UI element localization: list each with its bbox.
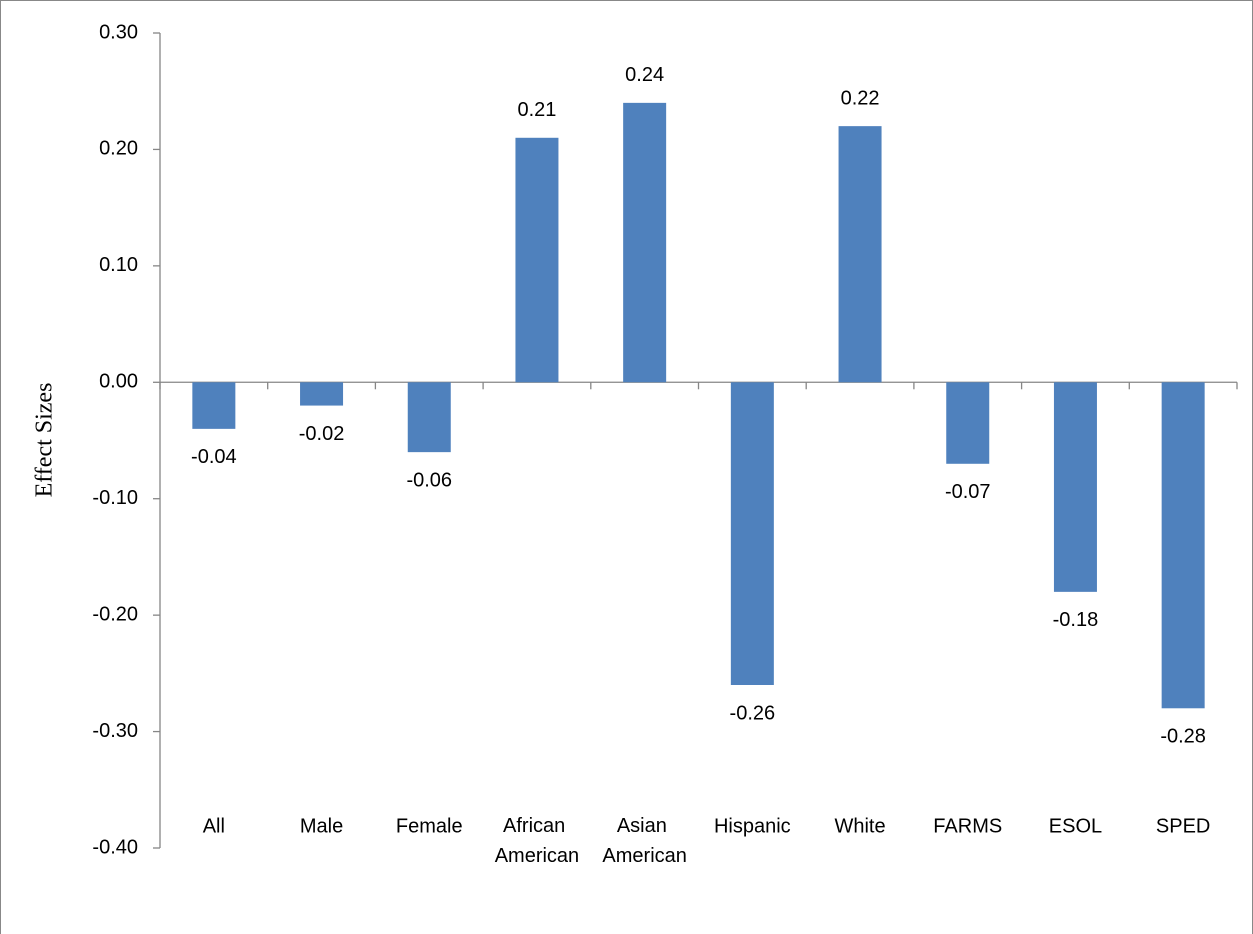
y-tick-label: 0.20 (99, 138, 138, 160)
y-tick-label: -0.30 (92, 720, 138, 742)
bar (1053, 382, 1097, 592)
bar (515, 137, 559, 383)
x-tick-label-line: African (503, 815, 571, 837)
data-label: -0.02 (299, 423, 345, 445)
data-label: 0.24 (625, 64, 664, 86)
x-tick-label: Asian American (602, 815, 686, 867)
y-tick-label: 0.00 (99, 371, 138, 393)
data-label: -0.04 (191, 446, 237, 468)
x-tick-label: Male (300, 815, 343, 837)
bar (946, 382, 990, 464)
bar (407, 382, 451, 453)
data-label: -0.18 (1053, 609, 1099, 631)
x-tick-label: ESOL (1049, 815, 1102, 837)
x-tick-label: African American (495, 815, 579, 867)
x-tick-label: All (203, 815, 225, 837)
data-label: -0.06 (406, 469, 452, 491)
data-label: -0.26 (730, 702, 776, 724)
x-tick-label: FARMS (933, 815, 1002, 837)
bar (838, 126, 882, 383)
data-label: -0.28 (1160, 726, 1206, 748)
data-label: 0.22 (841, 87, 880, 109)
data-label: 0.21 (517, 99, 556, 121)
x-tick-label-line: Asian (617, 815, 673, 837)
x-tick-label: Hispanic (714, 815, 791, 837)
bar (192, 382, 236, 429)
bar (623, 102, 667, 383)
bar (300, 382, 344, 406)
x-tick-label: SPED (1156, 815, 1210, 837)
y-tick-label: 0.10 (99, 254, 138, 276)
y-tick-label: 0.30 (99, 21, 138, 43)
x-tick-label-line: American (602, 845, 686, 867)
bar (730, 382, 774, 685)
x-tick-label-line: American (495, 845, 579, 867)
y-tick-label: -0.10 (92, 487, 138, 509)
y-tick-label: -0.40 (92, 836, 138, 858)
x-tick-label: White (834, 815, 885, 837)
y-axis-title: Effect Sizes (32, 383, 58, 498)
y-tick-label: -0.20 (92, 603, 138, 625)
data-label: -0.07 (945, 481, 991, 503)
bar (1161, 382, 1205, 709)
x-tick-label: Female (396, 815, 463, 837)
